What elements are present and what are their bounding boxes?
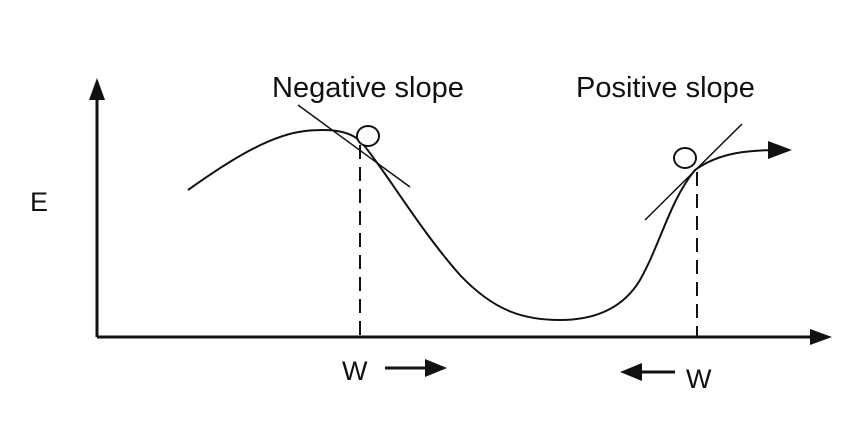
left-weight-label: W: [342, 356, 368, 386]
negative-slope-tangent: [297, 104, 411, 188]
curve-end-arrow-icon: [768, 141, 792, 159]
left-ball-icon: [356, 125, 380, 147]
right-weight-label: W: [686, 364, 712, 394]
positive-slope-tangent: [644, 123, 743, 221]
right-weight-arrowhead-icon: [620, 363, 642, 381]
positive-slope-label: Positive slope: [576, 72, 755, 104]
y-axis-arrow-icon: [89, 78, 105, 100]
y-axis-label: E: [30, 187, 48, 217]
x-axis-arrow-icon: [810, 329, 832, 345]
left-weight-arrowhead-icon: [425, 359, 447, 377]
right-ball-icon: [673, 147, 697, 169]
error-curve: [187, 129, 781, 322]
negative-slope-label: Negative slope: [272, 72, 464, 104]
